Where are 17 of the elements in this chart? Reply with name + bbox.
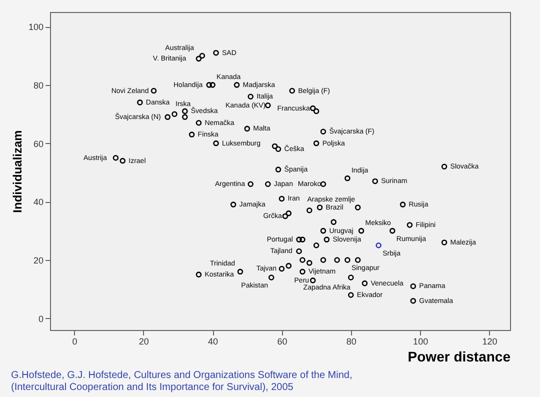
y-axis-title: Individualizam [10,130,24,213]
x-tick-label: 100 [413,336,428,346]
y-tick-label: 80 [33,80,44,90]
x-tick-label: 80 [346,336,356,346]
x-tick-label: 0 [72,336,78,346]
x-tick-label: 20 [138,336,149,346]
text: G.Hofstede, G.J. Hofstede, Cultures and Organizations Software of the Mind, [10,370,352,381]
x-tick-label: 40 [208,336,218,346]
x-tick-label: 60 [277,336,288,346]
y-tick-label: 40 [33,197,44,208]
y-tick-label: 60 [33,138,44,149]
y-tick-label: 100 [28,22,44,32]
x-tick-label: 120 [482,336,498,346]
x-axis-title: Power distance [408,348,511,364]
text: (Intercultural Cooperation and Its Importance for Survival), 2005 [10,382,294,393]
y-tick-label: 20 [33,255,44,266]
y-tick-label: 0 [38,314,44,324]
